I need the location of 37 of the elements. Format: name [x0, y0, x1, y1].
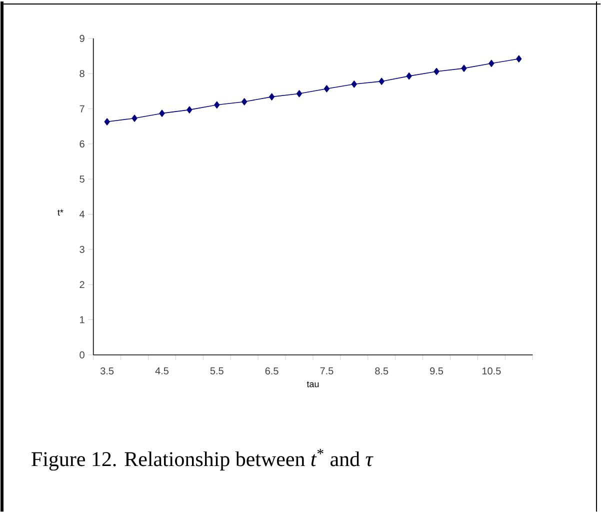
caption: Figure 12. Relationship between t$^{*}$ and τ: [32, 448, 374, 470]
point: [159, 110, 165, 117]
point: [516, 55, 522, 62]
y-tick-label: 9: [80, 34, 84, 42]
point: [351, 80, 357, 88]
y-tick-label: 3: [80, 246, 84, 253]
point: [186, 106, 192, 114]
y-tick-label: 2: [80, 281, 84, 288]
point: [324, 85, 330, 92]
point: [214, 101, 220, 108]
y-tick-label: 6: [80, 140, 84, 148]
y-tick-label: 7: [80, 105, 84, 112]
point: [378, 78, 384, 85]
point: [296, 90, 302, 98]
x-tick-label: 6.5: [265, 367, 278, 374]
x-tick-label: 4.5: [155, 367, 169, 374]
x-tick-label: 7.5: [320, 367, 334, 374]
y-tick-label: 1: [80, 316, 84, 324]
point: [269, 93, 275, 100]
y-tick-label: 5: [80, 176, 84, 183]
x-tick-label: 3.5: [100, 367, 114, 374]
y-tick-label: 8: [80, 70, 84, 78]
point: [434, 68, 440, 76]
x-tick-label: 5.5: [210, 367, 224, 374]
point: [406, 72, 412, 80]
point: [242, 98, 248, 106]
x-tick-label: 9.5: [430, 367, 444, 374]
x-axis-title: tau: [306, 381, 319, 388]
point: [461, 64, 467, 72]
point: [132, 114, 138, 122]
point: [488, 60, 494, 67]
point: [104, 118, 110, 126]
x-tick-label: 10.5: [482, 367, 501, 374]
y-axis-title: t*: [58, 209, 64, 216]
x-tick-label: 8.5: [375, 367, 388, 374]
y-tick-label: 4: [80, 210, 85, 218]
y-tick-label: 0: [80, 351, 84, 358]
